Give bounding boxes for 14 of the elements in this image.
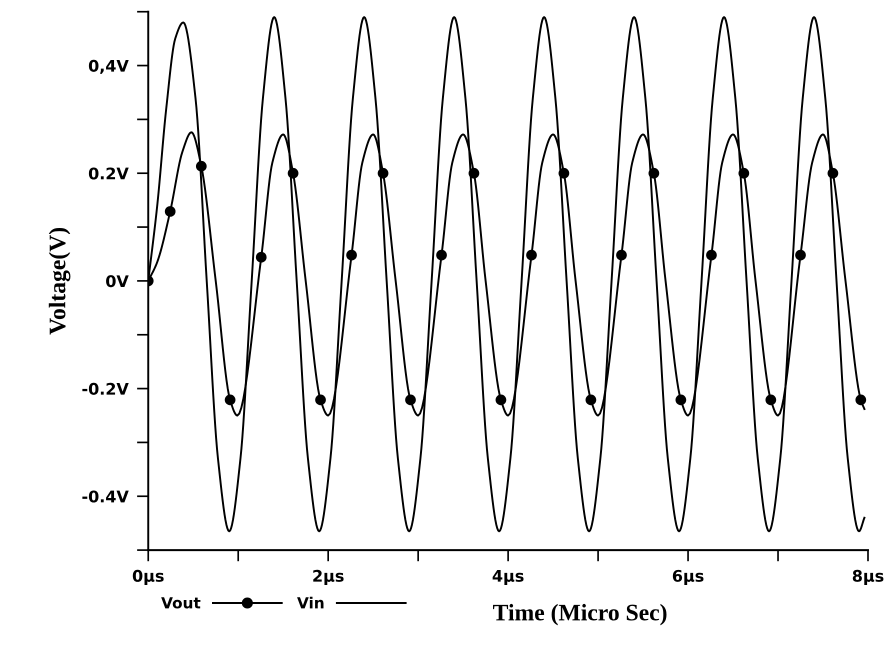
legend-label: Vout	[161, 597, 200, 609]
x-axis-title: Time (Micro Sec)	[493, 604, 666, 626]
x-tick-label: 0μs	[132, 570, 164, 585]
x-tick-label: 4μs	[492, 570, 524, 585]
legend-label: Vin	[297, 596, 324, 608]
y-tick-label: 0,4V	[88, 60, 129, 74]
y-tick-label: -0.2V	[82, 382, 129, 395]
y-tick-label: 0V	[106, 275, 129, 288]
x-tick-label: 2μs	[313, 570, 344, 585]
y-tick-label: -0.4V	[82, 490, 129, 503]
x-tick-label: 8μs	[852, 570, 884, 585]
y-axis-title: Voltage(V)	[48, 228, 70, 335]
y-tick-label: 0.2V	[88, 167, 129, 180]
x-tick-label: 6μs	[672, 570, 704, 585]
